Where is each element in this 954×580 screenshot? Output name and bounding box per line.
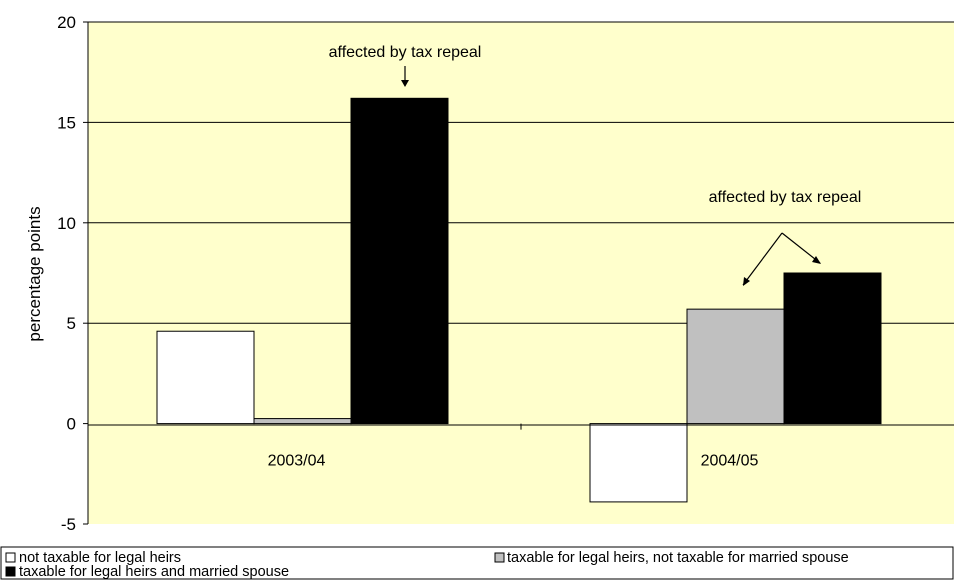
category-label: 2004/05 — [701, 453, 759, 470]
bar-2003-04-series-2 — [253, 418, 352, 425]
annotation-arrow-2a — [742, 232, 783, 286]
bar-2003-04-series-1 — [156, 330, 255, 425]
y-tick-label: 20 — [57, 13, 76, 32]
annotation-arrow-2b — [781, 232, 821, 264]
y-tick-label: 0 — [67, 415, 76, 434]
category-labels: 2003/04 2004/05 — [268, 453, 759, 470]
bar-2004-05-series-2 — [686, 308, 785, 425]
bars — [156, 97, 882, 503]
annotation-arrowhead-2b — [812, 256, 821, 264]
legend-label-2: taxable for legal heirs, not taxable for… — [507, 550, 849, 566]
legend-swatch-2 — [494, 552, 505, 563]
annotation-label-2: affected by tax repeal — [709, 189, 862, 206]
y-tick-label: 15 — [57, 113, 76, 132]
y-tick-label: 5 — [67, 314, 76, 333]
annotation-label-1: affected by tax repeal — [329, 44, 482, 61]
bar-2004-05-series-3 — [783, 272, 882, 425]
y-ticks — [83, 21, 522, 525]
category-label: 2003/04 — [268, 453, 326, 470]
annotation-arrowhead-2a — [743, 277, 750, 286]
legend-swatch-3 — [5, 566, 16, 577]
bar-2004-05-series-1 — [589, 423, 688, 503]
bar-2003-04-series-3 — [350, 97, 449, 425]
annotation-arrowhead-1 — [401, 80, 409, 87]
legend-box — [0, 546, 954, 580]
y-tick-labels: -5 0 5 10 15 20 — [57, 13, 76, 534]
legend-swatch-1 — [5, 552, 16, 563]
y-tick-label: -5 — [61, 515, 76, 534]
y-tick-label: 10 — [57, 214, 76, 233]
legend-label-1: not taxable for legal heirs — [19, 550, 181, 566]
y-axis-title: percentage points — [25, 206, 44, 341]
legend-label-3: taxable for legal heirs and married spou… — [19, 564, 289, 580]
